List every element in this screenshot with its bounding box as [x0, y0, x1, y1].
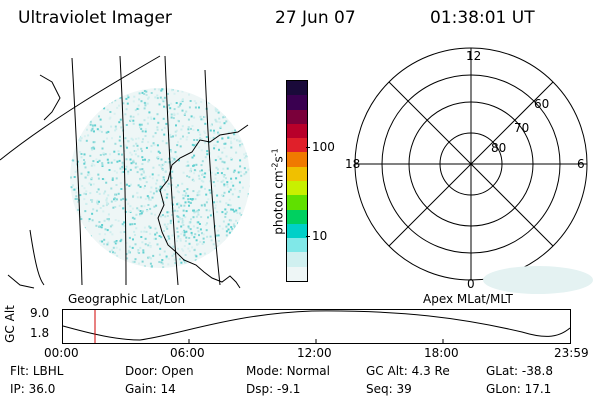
colorbar-segment	[287, 266, 307, 281]
polar-mlt-plot: 12 18 6 0 60 70 80	[345, 47, 593, 294]
timeline-right-label: Apex MLat/MLT	[423, 292, 513, 306]
mlat-label-70: 70	[514, 121, 529, 135]
time-tick-3: 18:00	[424, 346, 459, 360]
coastline-west	[39, 74, 61, 121]
coastline	[157, 124, 249, 289]
status-glon: GLon: 17.1	[486, 382, 552, 396]
colorbar-segment	[287, 152, 307, 167]
colorbar-segment	[287, 223, 307, 239]
status-ip: IP: 36.0	[10, 382, 56, 396]
status-flt: Flt: LBHL	[10, 364, 64, 378]
mlat-label-80: 80	[491, 141, 506, 155]
time-tick-2: 12:00	[297, 346, 332, 360]
graticule-lines	[0, 55, 221, 286]
status-glat: GLat: -38.8	[486, 364, 553, 378]
app-title: Ultraviolet Imager	[18, 8, 172, 28]
geographic-image-panel	[0, 55, 250, 289]
timeline-left-label: Geographic Lat/Lon	[68, 292, 186, 306]
status-seq: Seq: 39	[366, 382, 412, 396]
colorbar-segment	[287, 238, 307, 253]
time-readout: 01:38:01 UT	[430, 8, 535, 28]
orbit-altitude-timeline	[62, 309, 571, 344]
time-tick-4: 23:59	[554, 346, 589, 360]
polar-diagonal-2	[388, 81, 554, 247]
colorbar-segment	[287, 123, 307, 139]
time-tick-0: 00:00	[44, 346, 79, 360]
colorbar-segment	[287, 252, 307, 267]
status-dsp: Dsp: -9.1	[246, 382, 301, 396]
colorbar-segment	[287, 109, 307, 124]
colorbar-segment	[287, 95, 307, 110]
earth-disk	[70, 88, 250, 268]
mlat-label-60: 60	[534, 97, 549, 111]
timeline-y-bottom: 1.8	[30, 326, 50, 340]
timeline-y-top: 9.0	[30, 306, 50, 320]
colorbar-tick-10: 10	[312, 229, 328, 243]
colorbar-segment	[287, 166, 307, 181]
status-gain: Gain: 14	[125, 382, 176, 396]
mlt-label-0: 0	[467, 277, 475, 291]
colorbar-segment	[287, 81, 307, 96]
timeline-y-label: GC Alt	[2, 305, 17, 343]
colorbar-tick-100: 100	[312, 140, 335, 154]
mlt-label-12: 12	[466, 49, 481, 63]
colorbar-unit-label: photon cm-2s-1	[270, 148, 286, 235]
color-scale-bar	[286, 80, 308, 282]
status-mode: Mode: Normal	[246, 364, 330, 378]
colorbar-segment	[287, 195, 307, 210]
colorbar-tickmark-100	[306, 147, 310, 148]
colorbar-segment	[287, 209, 307, 224]
date-readout: 27 Jun 07	[275, 8, 356, 28]
altitude-curve	[62, 310, 571, 341]
colorbar-segment	[287, 138, 307, 153]
status-door: Door: Open	[125, 364, 194, 378]
mlt-label-6: 6	[577, 157, 585, 171]
colorbar-tickmark-10	[306, 236, 310, 237]
status-gc-alt: GC Alt: 4.3 Re	[366, 364, 450, 378]
colorbar-segment	[287, 180, 307, 196]
mlt-label-18: 18	[345, 157, 360, 171]
polar-emission-patch	[483, 266, 593, 294]
coastline-south	[7, 274, 35, 289]
time-tick-1: 06:00	[170, 346, 205, 360]
